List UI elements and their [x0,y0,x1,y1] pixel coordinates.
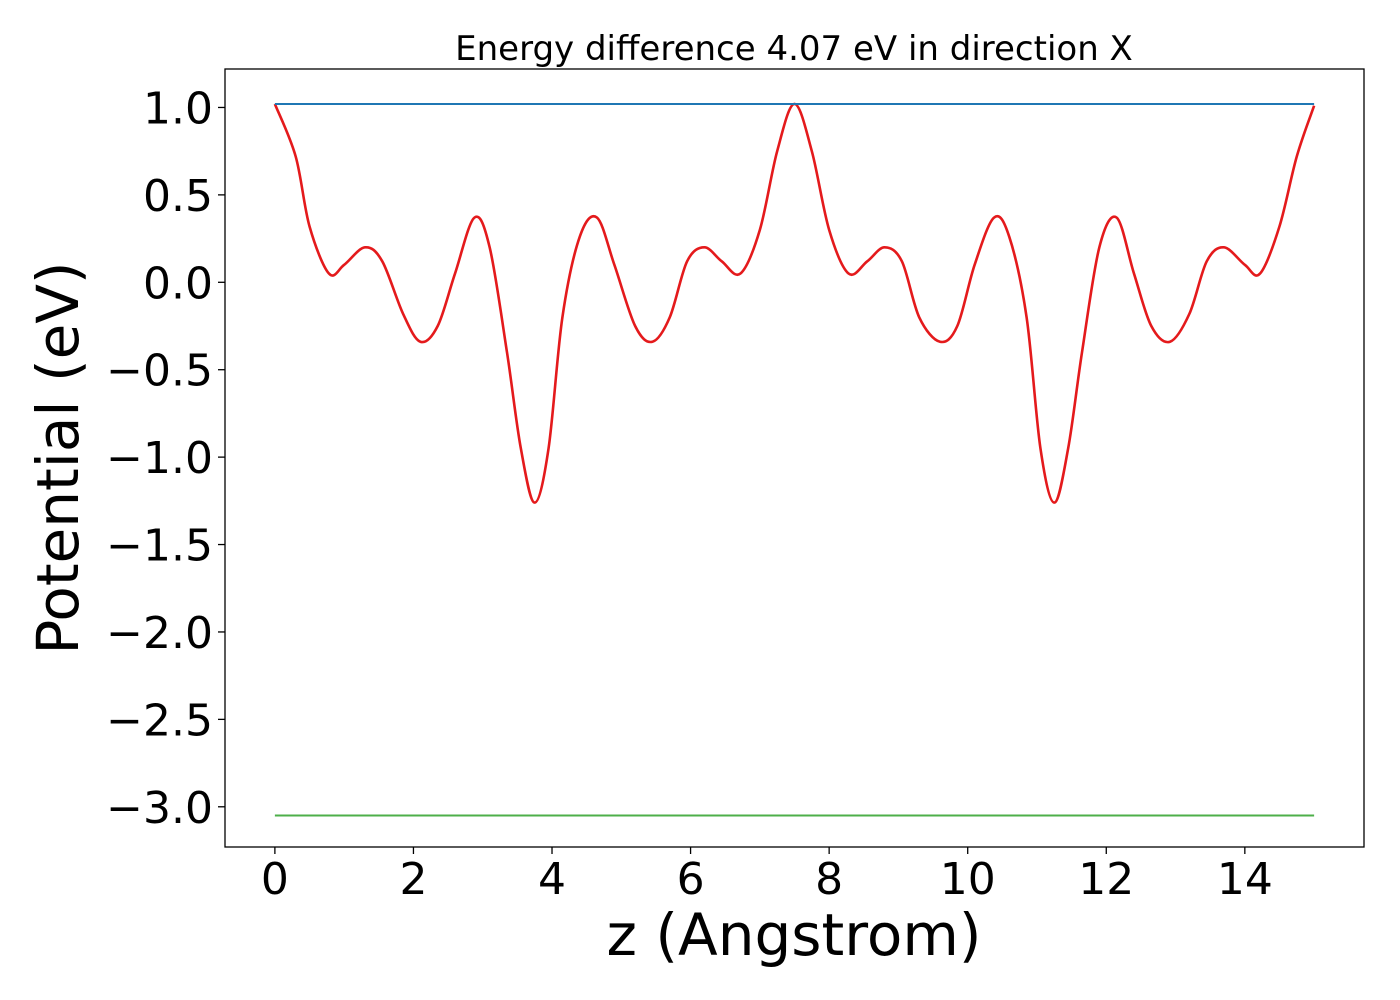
y-tick-label: 1.0 [143,83,213,134]
x-tick-label: 2 [399,854,427,905]
y-axis-label: Potential (eV) [24,261,92,654]
plot-area [273,102,1316,817]
plot-frame [224,68,1365,848]
chart-title: Energy difference 4.07 eV in direction X [455,29,1133,69]
y-tick-label: −2.5 [106,695,213,746]
y-tick-label: −1.5 [106,521,213,572]
y-tick-label: −0.5 [106,346,213,397]
x-axis-ticks: 0 2 4 6 8 10 12 14 [261,847,1273,905]
x-tick-label: 12 [1078,854,1134,905]
y-tick-label: −2.0 [106,608,213,659]
y-tick-label: −3.0 [106,783,213,834]
x-tick-label: 6 [677,854,705,905]
y-tick-label: 0.5 [143,171,213,222]
x-tick-label: 0 [261,854,289,905]
y-tick-label: 0.0 [143,258,213,309]
x-tick-label: 8 [815,854,843,905]
series-line-1 [273,102,1316,504]
y-tick-label: −1.0 [106,433,213,484]
x-axis-label: z (Angstrom) [607,901,982,969]
x-tick-label: 4 [538,854,566,905]
x-tick-label: 10 [940,854,996,905]
y-axis-ticks: 1.0 0.5 0.0 −0.5 −1.0 −1.5 −2.0 −2.5 −3.0 [106,83,225,834]
x-tick-label: 14 [1217,854,1273,905]
